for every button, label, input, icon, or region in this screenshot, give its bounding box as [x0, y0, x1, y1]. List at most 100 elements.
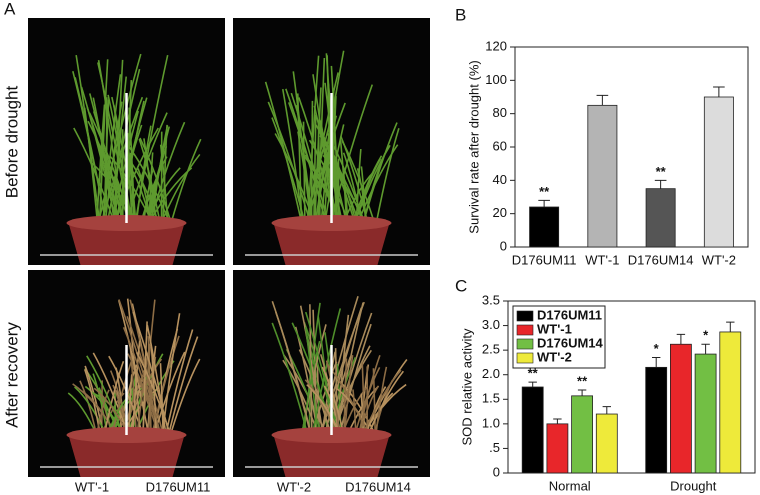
- x-tick-label: WT'-2: [702, 252, 736, 267]
- y-axis-label: Survival rate after drought (%): [466, 60, 481, 233]
- leaf: [100, 96, 144, 224]
- leaf: [357, 354, 381, 436]
- leaf: [334, 348, 339, 436]
- y-tick-label: 3.5: [482, 292, 500, 307]
- leaf: [299, 305, 324, 436]
- leaf: [130, 162, 160, 224]
- leaf: [143, 138, 155, 224]
- leaf: [355, 148, 362, 224]
- significance-label: **: [539, 184, 550, 199]
- leaf: [113, 59, 124, 224]
- bar: [645, 366, 668, 474]
- leaf: [112, 76, 128, 224]
- significance-label: **: [656, 164, 667, 179]
- leaf: [83, 107, 99, 224]
- x-tick-label: D176UM14: [628, 252, 694, 267]
- leaf: [301, 340, 321, 436]
- error-bar: [528, 381, 537, 387]
- leaf: [367, 370, 404, 436]
- y-tick-label: 1.0: [482, 415, 500, 430]
- error-bar: [654, 179, 667, 189]
- bar: [670, 343, 692, 474]
- x-tick-label: WT'-1: [585, 252, 619, 267]
- leaf: [132, 311, 171, 436]
- leaf: [375, 128, 400, 224]
- leaf: [290, 92, 329, 224]
- leaf: [318, 127, 356, 224]
- leaf: [118, 300, 150, 436]
- leaf: [106, 68, 141, 224]
- x-tick-label: D176UM11: [512, 252, 577, 267]
- leaf: [336, 363, 342, 436]
- leaf: [151, 335, 180, 436]
- bar: [595, 413, 618, 474]
- y-tick-label: 120: [485, 38, 507, 53]
- leaf: [169, 358, 201, 436]
- leaf: [314, 50, 345, 224]
- leaf: [159, 363, 164, 436]
- photo-label: D176UM11: [146, 479, 211, 494]
- leaf: [296, 93, 303, 224]
- y-tick-label: 0: [500, 238, 507, 253]
- leaf: [167, 336, 199, 436]
- leaf: [304, 327, 319, 436]
- leaf: [162, 124, 168, 224]
- y-tick-label: 60: [493, 138, 507, 153]
- bar: [694, 353, 717, 474]
- y-tick-label: 0: [493, 464, 500, 479]
- leaf: [170, 138, 202, 224]
- bar: [571, 395, 593, 474]
- significance-label: *: [654, 341, 660, 356]
- leaf: [95, 104, 106, 224]
- bar: [529, 206, 560, 248]
- leaf: [321, 366, 345, 436]
- leaf: [150, 346, 158, 436]
- leaf: [118, 299, 162, 436]
- y-tick-label: .5: [489, 440, 500, 455]
- bar: [587, 104, 618, 248]
- y-tick-label: 2.0: [482, 366, 500, 381]
- error-bar: [577, 389, 587, 396]
- legend-swatch: [516, 352, 534, 364]
- panel-letter: B: [455, 5, 466, 24]
- panel-letter: A: [4, 0, 16, 18]
- error-bar: [713, 86, 725, 97]
- photo-label: WT'-2: [277, 479, 311, 494]
- y-tick-label: 20: [493, 205, 507, 220]
- leaf: [313, 114, 317, 224]
- row-label: Before drought: [2, 85, 21, 198]
- error-bar: [602, 406, 611, 415]
- leaf: [139, 137, 172, 224]
- leaf: [314, 87, 322, 224]
- legend-label: WT'-1: [537, 321, 572, 336]
- leaf: [114, 124, 143, 224]
- leaf: [161, 313, 181, 436]
- leaf: [127, 144, 171, 224]
- y-tick-label: 1.5: [482, 391, 500, 406]
- leaf: [304, 154, 342, 224]
- x-tick-label: Normal: [549, 478, 591, 493]
- legend-label: WT'-2: [537, 349, 572, 364]
- leaf: [103, 360, 125, 436]
- significance-label: *: [703, 328, 709, 343]
- y-tick-label: 2.5: [482, 342, 500, 357]
- leaf: [264, 81, 303, 224]
- error-bar: [538, 199, 550, 207]
- leaf: [142, 321, 148, 436]
- photo-label: WT'-1: [75, 479, 109, 494]
- bar: [719, 331, 742, 474]
- error-bar: [701, 343, 710, 355]
- panel-letter: C: [455, 276, 467, 295]
- error-bar: [726, 321, 735, 332]
- legend-label: D176UM11: [537, 307, 602, 322]
- leaf: [138, 138, 161, 224]
- leaf: [375, 366, 388, 436]
- leaf: [86, 355, 124, 436]
- plot-frame: [507, 300, 756, 474]
- leaf: [164, 329, 194, 436]
- leaf: [271, 322, 309, 436]
- y-axis-label: SOD relative activity: [459, 328, 474, 446]
- leaf: [139, 156, 168, 224]
- x-tick-label: Drought: [670, 478, 717, 493]
